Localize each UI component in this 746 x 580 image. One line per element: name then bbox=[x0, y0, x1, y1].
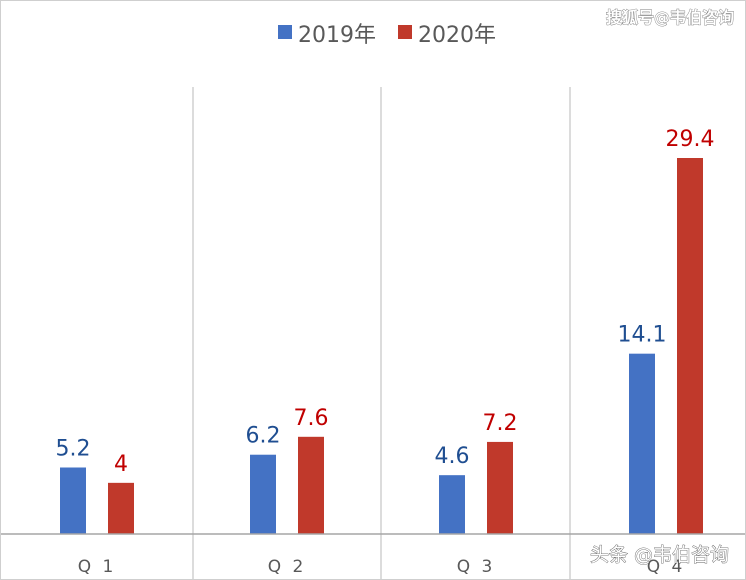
data-label-q2-2020: 7.6 bbox=[294, 406, 329, 431]
legend-label-2019: 2019年 bbox=[298, 23, 376, 48]
bar-q4-2020 bbox=[677, 158, 703, 534]
bar-q2-2019 bbox=[250, 454, 276, 534]
watermark-top: 搜狐号@韦伯咨询 bbox=[606, 8, 734, 27]
x-axis-tick-labels: Q 1 Q 2 Q 3 Q 4 bbox=[78, 557, 686, 577]
legend-swatch-2020 bbox=[398, 25, 412, 39]
data-label-q4-2020: 29.4 bbox=[666, 127, 715, 152]
data-label-q1-2019: 5.2 bbox=[56, 436, 91, 461]
bar-q2-2020 bbox=[298, 436, 324, 534]
data-label-q1-2020: 4 bbox=[114, 452, 128, 477]
data-label-q3-2020: 7.2 bbox=[483, 411, 518, 436]
value-labels-group: 5.2 4 6.2 7.6 4.6 7.2 14.1 29.4 bbox=[56, 127, 715, 477]
bar-q1-2020 bbox=[108, 482, 134, 534]
bars-group bbox=[60, 158, 703, 534]
x-tick-label-q4: Q 4 bbox=[647, 557, 686, 577]
bar-q1-2019 bbox=[60, 467, 86, 534]
legend: 2019年 2020年 bbox=[278, 23, 496, 48]
legend-swatch-2019 bbox=[278, 25, 292, 39]
x-tick-label-q2: Q 2 bbox=[268, 557, 307, 577]
bar-q3-2019 bbox=[439, 475, 465, 534]
legend-label-2020: 2020年 bbox=[418, 23, 496, 48]
bar-q3-2020 bbox=[487, 441, 513, 534]
x-tick-label-q3: Q 3 bbox=[457, 557, 496, 577]
bar-q4-2019 bbox=[629, 353, 655, 534]
data-label-q3-2019: 4.6 bbox=[435, 444, 470, 469]
data-label-q2-2019: 6.2 bbox=[246, 424, 281, 449]
watermark-bottom: 头条 @韦伯咨询 bbox=[590, 544, 729, 566]
data-label-q4-2019: 14.1 bbox=[618, 323, 667, 348]
category-dividers bbox=[192, 87, 571, 579]
x-tick-label-q1: Q 1 bbox=[78, 557, 117, 577]
